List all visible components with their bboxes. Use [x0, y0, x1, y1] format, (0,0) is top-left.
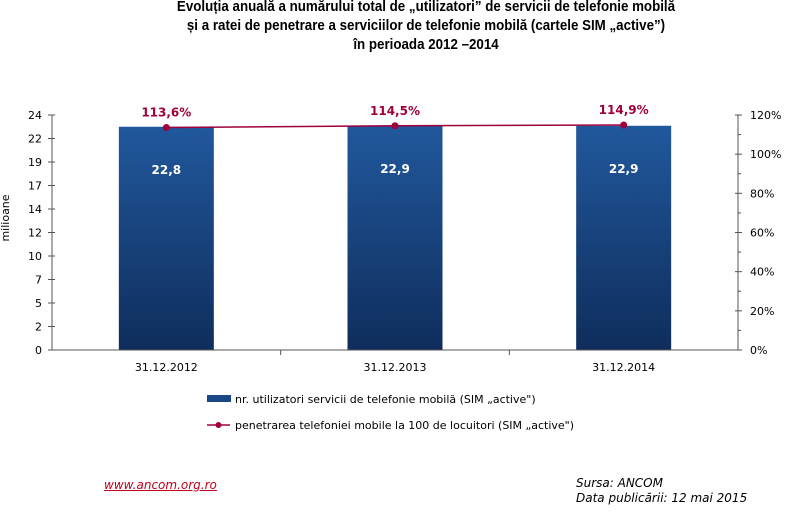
source-info: Sursa: ANCOM Data publicării: 12 mai 201…: [576, 476, 747, 506]
right-tick-label: 120%: [750, 109, 781, 122]
title-line-3: în perioada 2012 –2014: [353, 37, 499, 53]
line-series: 113,6% 114,5% 114,9%: [141, 103, 649, 132]
left-tick-label: 22: [28, 133, 42, 146]
bar-value-label: 22,9: [609, 162, 639, 176]
source-label: Sursa: ANCOM: [576, 476, 663, 490]
left-tick-label: 5: [35, 297, 42, 310]
right-tick-label: 20%: [750, 305, 774, 318]
left-tick-label: 14: [28, 203, 42, 216]
line-marker: [162, 124, 170, 132]
legend-bar-swatch: [207, 395, 231, 402]
right-tick-label: 100%: [750, 148, 781, 161]
legend-line-marker: [215, 422, 222, 428]
x-tick-label: 31.12.2013: [364, 361, 427, 374]
right-tick-label: 60%: [750, 227, 774, 240]
left-tick-label: 10: [28, 250, 42, 263]
bar: [576, 125, 672, 350]
title-line-2: și a ratei de penetrare a serviciilor de…: [186, 18, 666, 34]
x-axis: 31.12.2012 31.12.2013 31.12.2014: [52, 349, 738, 374]
right-tick-label: 40%: [750, 266, 774, 279]
line-marker: [391, 122, 399, 130]
left-tick-label: 17: [28, 180, 42, 193]
legend-line-label: penetrarea telefoniei mobile la 100 de l…: [235, 419, 574, 432]
combo-chart: 0 2 5 7 10 12 14 17 19 22 24 0% 20% 40% 60% 80% 100% 120…: [0, 103, 781, 432]
left-tick-label: 2: [35, 321, 42, 334]
bar-series: 22,8 22,9 22,9: [118, 125, 672, 350]
y-axis-label: milioane: [0, 194, 12, 241]
left-tick-label: 24: [28, 109, 42, 122]
bar-value-label: 22,8: [152, 163, 182, 177]
legend-bar-label: nr. utilizatori servicii de telefonie mo…: [235, 393, 536, 406]
right-y-axis: 0% 20% 40% 60% 80% 100% 120%: [735, 109, 781, 357]
right-tick-label: 80%: [750, 187, 774, 200]
left-tick-label: 19: [28, 156, 42, 169]
chart-title: Evoluția anuală a numărului total de „ut…: [58, 0, 794, 55]
left-tick-label: 12: [28, 227, 42, 240]
left-tick-label: 0: [35, 344, 42, 357]
right-tick-label: 0%: [750, 344, 767, 357]
line-value-label: 114,9%: [599, 103, 649, 117]
left-tick-label: 7: [35, 274, 42, 287]
legend: nr. utilizatori servicii de telefonie mo…: [207, 393, 574, 432]
bar: [118, 126, 214, 350]
ancom-link[interactable]: www.ancom.org.ro: [104, 478, 217, 492]
publication-date: Data publicării: 12 mai 2015: [576, 491, 748, 505]
line-value-label: 113,6%: [141, 106, 191, 120]
x-tick-label: 31.12.2012: [135, 361, 198, 374]
line-value-label: 114,5%: [370, 104, 420, 118]
x-tick-label: 31.12.2014: [592, 361, 655, 374]
bar: [347, 125, 443, 350]
left-y-axis: 0 2 5 7 10 12 14 17 19 22 24: [28, 109, 55, 357]
bar-value-label: 22,9: [380, 162, 410, 176]
title-line-1: Evoluția anuală a numărului total de „ut…: [176, 0, 676, 15]
line-marker: [620, 121, 628, 129]
